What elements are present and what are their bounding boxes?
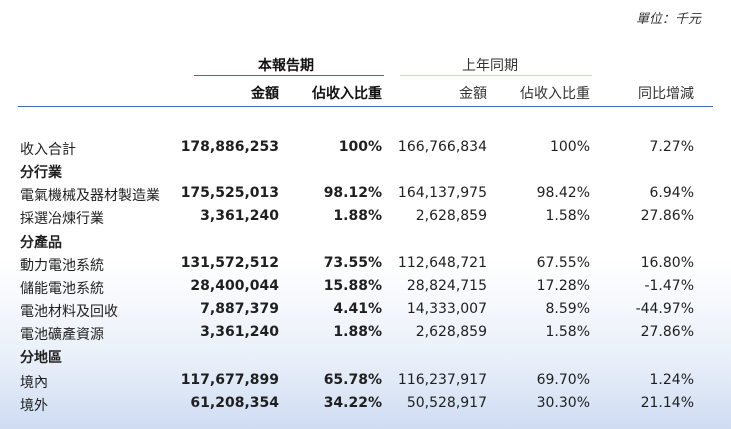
section-row: 分產品 — [0, 229, 731, 252]
prior-amount-cell: 112,648,721 — [397, 255, 487, 271]
prior-share-cell: 100% — [549, 139, 590, 155]
prior-amount-cell: 2,628,859 — [415, 208, 487, 224]
prior-period-rule — [400, 75, 592, 76]
section-label: 分行業 — [20, 165, 62, 181]
prior-share-header: 佔收入比重 — [520, 86, 590, 102]
table-row: 收入合計 178,886,253 100% 166,766,834 100% 7… — [0, 136, 731, 159]
yoy-cell: 27.86% — [640, 208, 694, 224]
amount-cell: 178,886,253 — [180, 139, 279, 155]
share-cell: 1.88% — [333, 208, 382, 224]
share-cell: 34.22% — [323, 395, 382, 411]
section-row: 分地區 — [0, 344, 731, 367]
table-row: 電池礦產資源 3,361,240 1.88% 2,628,859 1.58% 2… — [0, 321, 731, 344]
row-label: 儲能電池系統 — [20, 281, 104, 297]
share-cell: 1.88% — [333, 324, 382, 340]
share-cell: 65.78% — [323, 372, 382, 388]
row-label: 採選冶煉行業 — [20, 211, 104, 227]
prior-amount-cell: 166,766,834 — [397, 139, 487, 155]
section-row: 分行業 — [0, 159, 731, 182]
prior-amount-cell: 2,628,859 — [415, 324, 487, 340]
prior-share-cell: 30.30% — [536, 395, 590, 411]
amount-cell: 3,361,240 — [200, 324, 279, 340]
amount-cell: 131,572,512 — [180, 255, 279, 271]
row-label: 電池材料及回收 — [20, 304, 118, 320]
share-cell: 73.55% — [323, 255, 382, 271]
prior-share-cell: 17.28% — [536, 278, 590, 294]
table-row: 電氣機械及器材製造業 175,525,013 98.12% 164,137,97… — [0, 182, 731, 205]
row-label: 境內 — [20, 375, 48, 391]
share-header: 佔收入比重 — [312, 86, 382, 102]
prior-amount-header: 金額 — [459, 86, 487, 102]
yoy-cell: -1.47% — [644, 278, 694, 294]
share-cell: 98.12% — [323, 185, 382, 201]
amount-header: 金額 — [251, 86, 279, 102]
amount-cell: 175,525,013 — [180, 185, 279, 201]
table-row: 電池材料及回收 7,887,379 4.41% 14,333,007 8.59%… — [0, 298, 731, 321]
yoy-cell: 7.27% — [649, 139, 694, 155]
current-period-rule — [194, 75, 384, 76]
amount-cell: 28,400,044 — [190, 278, 279, 294]
row-label: 電氣機械及器材製造業 — [20, 188, 160, 204]
prior-share-cell: 1.58% — [545, 208, 590, 224]
prior-share-cell: 98.42% — [536, 185, 590, 201]
share-cell: 15.88% — [323, 278, 382, 294]
row-label: 電池礦產資源 — [20, 327, 104, 343]
prior-share-cell: 69.70% — [536, 372, 590, 388]
prior-amount-cell: 50,528,917 — [406, 395, 487, 411]
row-label: 收入合計 — [20, 142, 76, 158]
prior-share-cell: 67.55% — [536, 255, 590, 271]
prior-amount-cell: 164,137,975 — [397, 185, 487, 201]
table-row: 儲能電池系統 28,400,044 15.88% 28,824,715 17.2… — [0, 275, 731, 298]
prior-period-header: 上年同期 — [462, 58, 518, 74]
prior-amount-cell: 28,824,715 — [406, 278, 487, 294]
section-label: 分地區 — [20, 350, 62, 366]
prior-amount-cell: 14,333,007 — [406, 301, 487, 317]
prior-share-cell: 8.59% — [545, 301, 590, 317]
unit-label: 單位：千元 — [635, 12, 701, 27]
section-label: 分產品 — [20, 235, 62, 251]
table-row: 採選冶煉行業 3,361,240 1.88% 2,628,859 1.58% 2… — [0, 205, 731, 228]
yoy-cell: 27.86% — [640, 324, 694, 340]
header-bottom-rule — [18, 106, 713, 107]
amount-cell: 117,677,899 — [180, 372, 279, 388]
table-row: 境內 117,677,899 65.78% 116,237,917 69.70%… — [0, 369, 731, 392]
prior-amount-cell: 116,237,917 — [397, 372, 487, 388]
table-row: 動力電池系統 131,572,512 73.55% 112,648,721 67… — [0, 252, 731, 275]
yoy-cell: 21.14% — [640, 395, 694, 411]
share-cell: 100% — [338, 139, 382, 155]
share-cell: 4.41% — [333, 301, 382, 317]
table-row: 境外 61,208,354 34.22% 50,528,917 30.30% 2… — [0, 392, 731, 415]
yoy-header: 同比增減 — [638, 86, 694, 102]
prior-share-cell: 1.58% — [545, 324, 590, 340]
yoy-cell: 1.24% — [649, 372, 694, 388]
yoy-cell: 6.94% — [649, 185, 694, 201]
amount-cell: 61,208,354 — [190, 395, 279, 411]
current-period-header: 本報告期 — [258, 58, 314, 74]
row-label: 動力電池系統 — [20, 258, 104, 274]
amount-cell: 7,887,379 — [200, 301, 279, 317]
yoy-cell: -44.97% — [635, 301, 694, 317]
row-label: 境外 — [20, 398, 48, 414]
amount-cell: 3,361,240 — [200, 208, 279, 224]
yoy-cell: 16.80% — [640, 255, 694, 271]
